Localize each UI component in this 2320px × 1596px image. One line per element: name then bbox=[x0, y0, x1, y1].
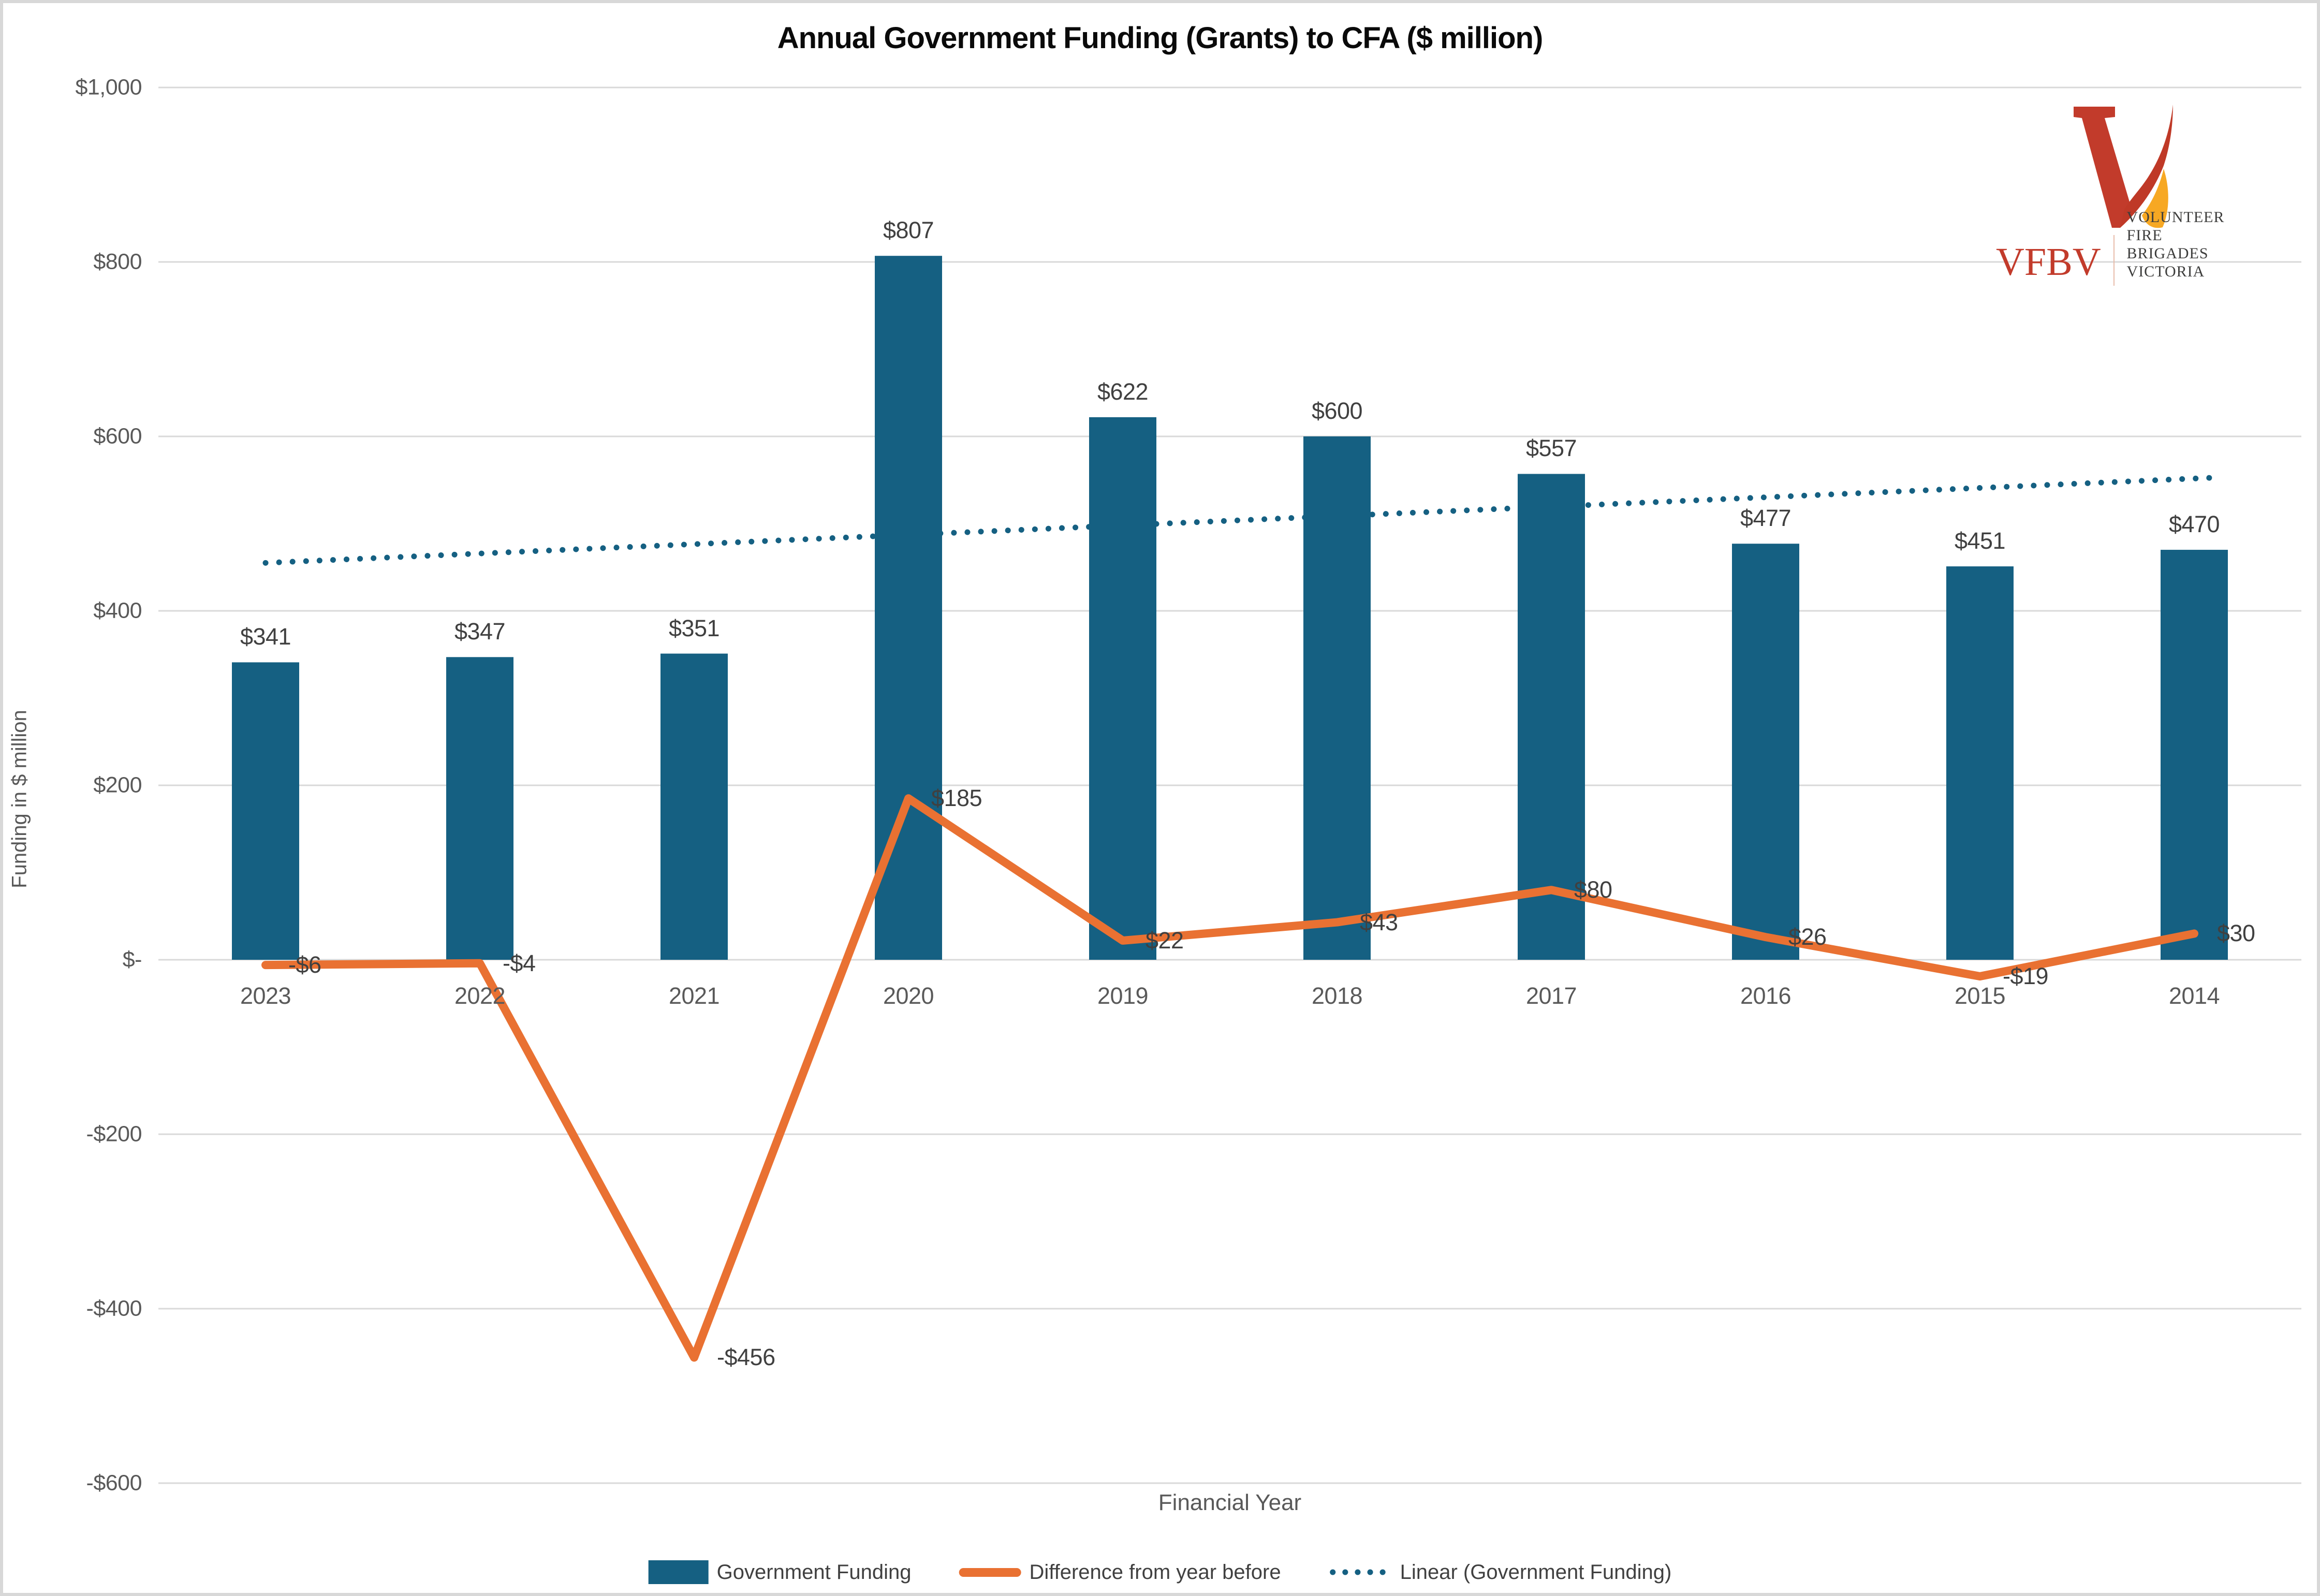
bar-2014 bbox=[2161, 550, 2228, 960]
legend-item-difference: Difference from year before bbox=[959, 1561, 1281, 1584]
legend-label: Linear (Government Funding) bbox=[1400, 1560, 1672, 1584]
plot-area bbox=[158, 86, 2301, 1484]
bar-2015 bbox=[1946, 566, 2014, 960]
bar-2023 bbox=[232, 662, 299, 960]
legend-label: Government Funding bbox=[716, 1560, 912, 1584]
logo-name-line2: BRIGADES VICTORIA bbox=[2126, 245, 2209, 280]
chart-title: Annual Government Funding (Grants) to CF… bbox=[777, 21, 1544, 55]
bar-2018 bbox=[1303, 436, 1371, 960]
x-axis-title: Financial Year bbox=[1158, 1490, 1302, 1515]
bar-2017 bbox=[1518, 474, 1585, 960]
bar-2016 bbox=[1732, 544, 1799, 960]
logo-name-line1: VOLUNTEER FIRE bbox=[2126, 209, 2225, 244]
y-axis-title: Funding in $ million bbox=[8, 710, 31, 888]
legend: Government Funding Difference from year … bbox=[648, 1560, 1672, 1584]
legend-item-government-funding: Government Funding bbox=[648, 1560, 912, 1584]
legend-item-linear-trend: Linear (Government Funding) bbox=[1329, 1560, 1672, 1584]
bar-swatch-icon bbox=[648, 1560, 709, 1584]
logo-divider bbox=[2113, 235, 2115, 286]
dotted-line-swatch-icon bbox=[1330, 1569, 1392, 1575]
line-swatch-icon bbox=[959, 1568, 1021, 1577]
difference-line bbox=[261, 794, 2198, 1362]
bar-2021 bbox=[660, 653, 728, 960]
v-flame-icon bbox=[2074, 105, 2173, 228]
trendline-dotted bbox=[262, 474, 2223, 566]
logo-name: VOLUNTEER FIRE BRIGADES VICTORIA bbox=[2127, 208, 2225, 281]
logo-text: VFBV VOLUNTEER FIRE BRIGADES VICTORIA bbox=[1996, 209, 2225, 286]
legend-label: Difference from year before bbox=[1029, 1560, 1281, 1584]
logo-acronym: VFBV bbox=[1996, 240, 2101, 284]
bar-2019 bbox=[1089, 417, 1156, 960]
bar-2022 bbox=[446, 657, 513, 960]
bar-2020 bbox=[875, 256, 942, 960]
